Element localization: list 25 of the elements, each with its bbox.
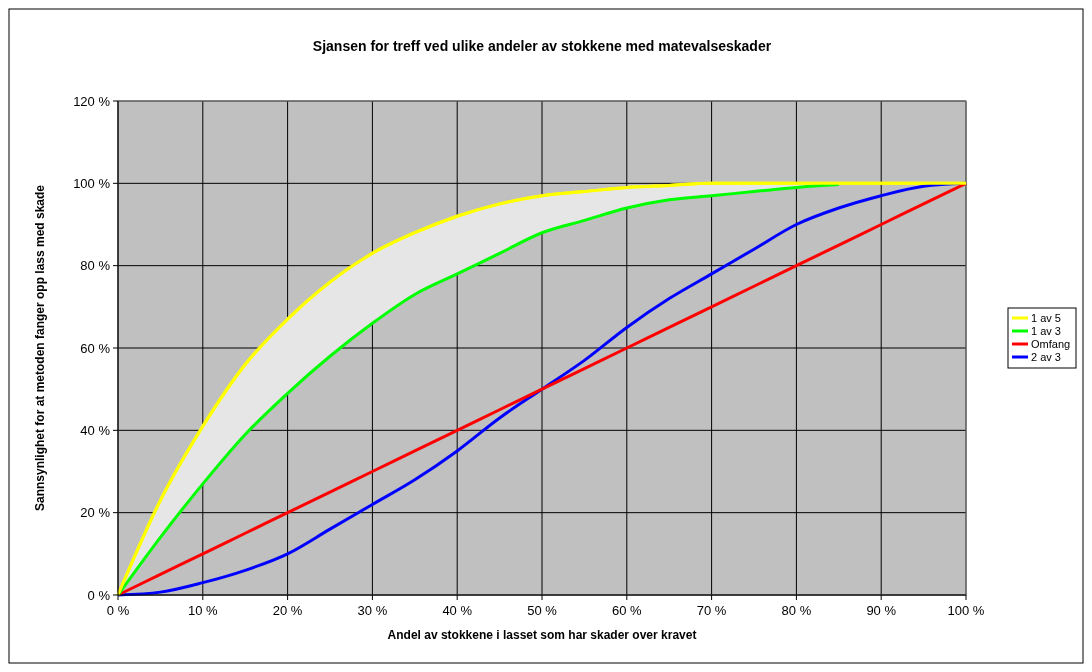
chart-title: Sjansen for treff ved ulike andeler av stokkene med matevalseskader xyxy=(312,38,772,54)
legend-label: 1 av 3 xyxy=(1031,324,1061,337)
legend-label: 2 av 3 xyxy=(1031,350,1061,363)
x-tick-label: 60 % xyxy=(611,603,643,618)
y-tick-label: 40 % xyxy=(80,422,111,438)
y-axis-title: Sannsynlighet for at metoden fanger opp lass med skade xyxy=(33,184,47,512)
x-tick-label: 100 % xyxy=(947,603,985,618)
x-tick-label: 80 % xyxy=(781,603,812,618)
y-tick-label: 120 % xyxy=(73,93,111,109)
x-tick-label: 0 % xyxy=(106,603,130,618)
x-tick-label: 20 % xyxy=(272,603,303,618)
x-tick-label: 40 % xyxy=(442,603,473,618)
x-tick-label: 50 % xyxy=(527,603,558,618)
y-tick-label: 100 % xyxy=(73,175,111,191)
x-tick-label: 90 % xyxy=(866,603,897,618)
y-tick-label: 20 % xyxy=(80,505,111,521)
x-tick-label: 10 % xyxy=(187,603,219,618)
legend-label: 1 av 5 xyxy=(1031,311,1061,324)
x-tick-label: 70 % xyxy=(696,603,727,618)
x-axis-title: Andel av stokkene i lasset som har skader over kravet xyxy=(387,628,697,642)
y-tick-label: 80 % xyxy=(80,258,111,274)
x-tick-label: 30 % xyxy=(357,603,388,618)
y-tick-label: 0 % xyxy=(87,587,111,603)
legend-label: Omfang xyxy=(1031,337,1071,350)
y-tick-label: 60 % xyxy=(80,340,111,356)
